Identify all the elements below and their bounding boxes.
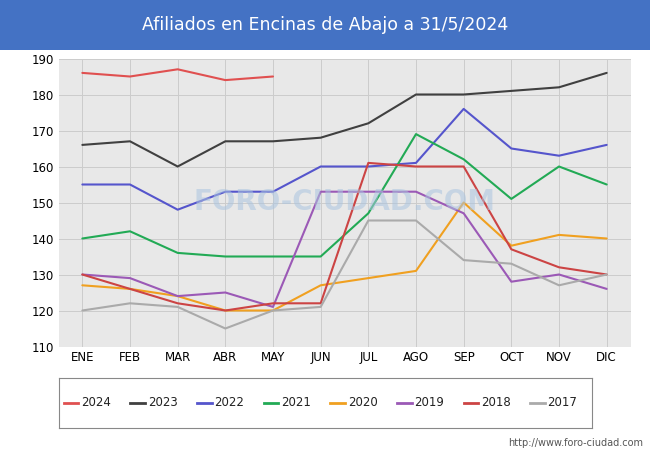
- Text: Afiliados en Encinas de Abajo a 31/5/2024: Afiliados en Encinas de Abajo a 31/5/202…: [142, 16, 508, 34]
- Text: 2022: 2022: [214, 396, 244, 409]
- Text: http://www.foro-ciudad.com: http://www.foro-ciudad.com: [508, 438, 644, 448]
- Text: 2018: 2018: [481, 396, 511, 409]
- Text: 2019: 2019: [414, 396, 444, 409]
- Text: 2017: 2017: [547, 396, 577, 409]
- Text: FORO-CIUDAD.COM: FORO-CIUDAD.COM: [194, 189, 495, 216]
- Text: 2021: 2021: [281, 396, 311, 409]
- Text: 2020: 2020: [348, 396, 378, 409]
- Text: 2023: 2023: [148, 396, 177, 409]
- Text: 2024: 2024: [81, 396, 111, 409]
